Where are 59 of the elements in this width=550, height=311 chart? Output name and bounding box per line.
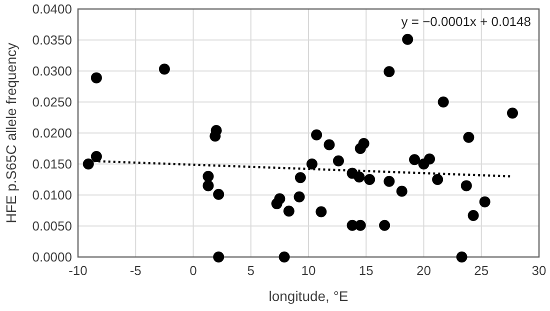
y-tick-label: 0.0200 (32, 126, 72, 140)
y-tick-label: 0.0100 (32, 188, 72, 202)
point (294, 172, 306, 184)
point (274, 193, 286, 204)
point (432, 174, 444, 185)
point (438, 96, 449, 108)
x-tick-label: 15 (358, 263, 374, 278)
point (409, 154, 420, 166)
point (202, 180, 214, 192)
point (384, 66, 395, 78)
point (311, 129, 322, 140)
point (213, 188, 224, 200)
y-tick-label: 0.0250 (32, 94, 72, 110)
y-tick-label: 0.0000 (32, 250, 72, 264)
point (468, 210, 479, 221)
y-tick-label: 0.0300 (32, 64, 72, 78)
x-tick-label: 20 (416, 263, 431, 278)
point (354, 172, 365, 183)
point (324, 139, 335, 150)
y-axis-title: HFE p.S65C allele frequency (3, 42, 19, 224)
x-axis-title: longitude, °E (268, 288, 348, 304)
point (424, 154, 436, 165)
point (463, 132, 474, 143)
point (213, 252, 224, 262)
x-tick-label: -10 (68, 263, 88, 278)
point (316, 206, 327, 218)
point (379, 220, 390, 231)
point (283, 206, 294, 217)
point (506, 108, 518, 119)
point (202, 170, 214, 182)
x-tick-label: 0 (190, 263, 197, 278)
point (402, 34, 414, 45)
point (90, 72, 102, 84)
point (354, 220, 366, 231)
x-tick-label: -5 (130, 263, 142, 278)
y-tick-label: 0.0400 (32, 2, 72, 16)
x-tick-label: 5 (247, 263, 254, 278)
point (158, 64, 170, 75)
point (456, 252, 468, 262)
point (479, 196, 490, 208)
point (460, 180, 472, 192)
point (384, 176, 395, 187)
point (294, 191, 305, 202)
point (364, 174, 376, 185)
point (332, 155, 344, 166)
x-tick-label: 30 (532, 263, 546, 278)
y-tick-label: 0.0350 (32, 32, 72, 48)
x-tick-label: 25 (474, 263, 489, 278)
annotation: y = −0.0001x + 0.0148 (401, 14, 531, 29)
x-tick-label: 10 (301, 263, 316, 278)
point (82, 158, 94, 170)
y-tick-label: 0.0150 (32, 156, 72, 172)
point (90, 151, 102, 162)
y-tick-label: 0.0050 (32, 218, 72, 234)
point (358, 138, 370, 150)
point (306, 158, 318, 170)
point (210, 130, 221, 142)
point (396, 186, 408, 197)
point (278, 252, 290, 262)
